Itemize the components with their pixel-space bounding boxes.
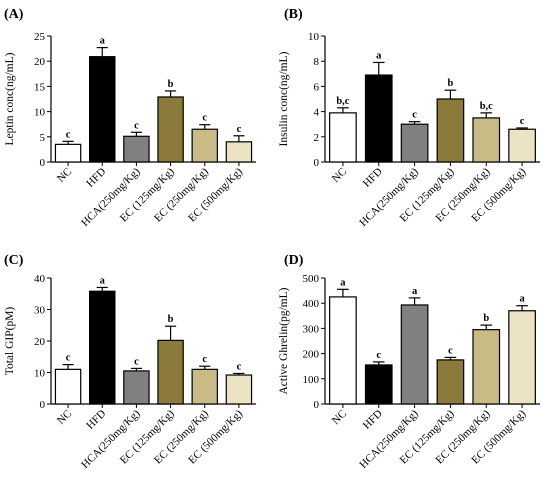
significance-label: c <box>134 356 139 367</box>
significance-label: c <box>202 113 207 124</box>
category-label: NC <box>330 408 349 427</box>
bar <box>191 368 218 405</box>
y-tick-label: 10 <box>34 107 46 119</box>
significance-label: c <box>66 353 71 364</box>
y-tick-label: 15 <box>34 81 46 93</box>
bar <box>508 128 536 163</box>
significance-label: a <box>100 275 106 286</box>
y-tick-label: 100 <box>303 374 320 386</box>
bar <box>364 74 393 163</box>
category-label: HCA(250mg/Kg) <box>79 407 143 471</box>
y-tick-label: 400 <box>303 298 320 310</box>
bar <box>329 112 357 163</box>
significance-label: c <box>202 354 207 365</box>
category-label: NC <box>55 408 74 427</box>
chart-panel-3: (C) 0 10 20 30 40 Total GIP(pM) c NC a HFD c HCA(250… <box>4 253 256 471</box>
y-axis-label: Total GIP(pM) <box>4 307 16 376</box>
category-label: HFD <box>361 408 385 432</box>
panel-label: (B) <box>284 7 303 22</box>
significance-label: b,c <box>336 96 349 107</box>
significance-label: c <box>520 116 525 127</box>
y-axis-label: Insulin conc(ng/mL) <box>278 51 290 146</box>
significance-label: c <box>376 350 381 361</box>
category-label: HFD <box>361 166 385 190</box>
bar <box>191 128 218 163</box>
bar <box>123 135 150 163</box>
bar <box>436 359 465 405</box>
significance-label: b <box>168 79 174 90</box>
y-tick-label: 5 <box>40 132 46 144</box>
bar <box>436 98 465 163</box>
bar <box>54 143 82 163</box>
bar <box>508 310 536 405</box>
bar <box>400 123 429 163</box>
bar <box>400 304 429 405</box>
y-tick-label: 0 <box>314 157 320 169</box>
category-label: NC <box>55 166 74 185</box>
y-tick-label: 0 <box>40 157 46 169</box>
significance-label: a <box>340 277 346 288</box>
panel-label: (D) <box>284 253 304 268</box>
significance-label: c <box>412 110 417 121</box>
bar <box>54 368 82 405</box>
bar <box>157 339 184 405</box>
significance-label: a <box>412 286 418 297</box>
y-tick-label: 200 <box>303 349 320 361</box>
category-label: HFD <box>84 408 108 432</box>
y-tick-label: 25 <box>34 31 46 43</box>
bar <box>329 296 357 405</box>
bar <box>225 141 253 163</box>
y-tick-label: 10 <box>308 31 320 43</box>
y-tick-label: 2 <box>314 132 320 144</box>
significance-label: a <box>100 36 106 47</box>
y-tick-label: 30 <box>34 305 46 317</box>
significance-label: c <box>448 345 453 356</box>
y-tick-label: 4 <box>314 107 320 119</box>
y-tick-label: 0 <box>314 399 320 411</box>
bar <box>123 370 150 405</box>
significance-label: c <box>237 361 242 372</box>
y-axis-label: Leptin conc(ng/mL) <box>4 52 16 145</box>
y-tick-label: 0 <box>40 399 46 411</box>
y-tick-label: 20 <box>34 56 46 68</box>
category-label: NC <box>330 166 349 185</box>
significance-label: b <box>168 314 174 325</box>
y-tick-label: 10 <box>34 368 46 380</box>
bar <box>472 329 501 405</box>
significance-label: b <box>447 78 453 89</box>
chart-panel-4: (D) 0 100 200 300 400 500 Active Ghrelin(pg/mL)… <box>278 253 540 471</box>
bar <box>364 364 393 405</box>
significance-label: b,c <box>480 101 493 112</box>
panel-label: (C) <box>4 253 24 268</box>
panel-label: (A) <box>4 7 24 22</box>
bar <box>157 96 184 163</box>
chart-panel-1: (A) 0 5 10 15 20 25 Leptin conc(ng/mL) c NC a HFD c H… <box>4 7 256 229</box>
significance-label: c <box>237 124 242 135</box>
y-tick-label: 40 <box>34 273 46 285</box>
significance-label: c <box>134 120 139 131</box>
bar <box>89 290 116 405</box>
significance-label: c <box>66 129 71 140</box>
y-tick-label: 6 <box>314 81 320 93</box>
y-tick-label: 8 <box>314 56 320 68</box>
category-label: HCA(250mg/Kg) <box>79 165 143 229</box>
bar <box>472 117 501 163</box>
category-label: HFD <box>84 166 108 190</box>
bar <box>225 374 253 405</box>
y-tick-label: 500 <box>303 273 320 285</box>
y-axis-label: Active Ghrelin(pg/mL) <box>278 287 290 394</box>
y-tick-label: 300 <box>303 323 320 335</box>
significance-label: b <box>483 313 489 324</box>
significance-label: a <box>519 294 525 305</box>
bar <box>89 56 116 163</box>
y-tick-label: 20 <box>34 336 46 348</box>
significance-label: a <box>376 50 382 61</box>
